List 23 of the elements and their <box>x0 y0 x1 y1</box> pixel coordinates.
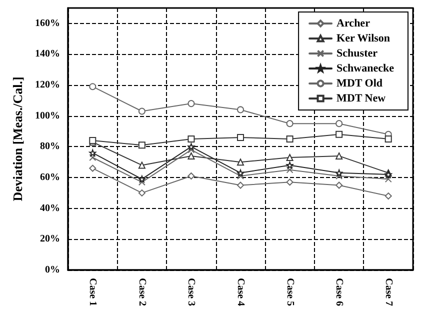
x-tick-label: Case 1 <box>87 278 98 306</box>
x-tick-label: Case 5 <box>284 278 296 306</box>
x-tick-label: Case 6 <box>334 278 345 306</box>
legend-label: Archer <box>336 18 370 30</box>
y-tick-label: 120% <box>35 80 60 91</box>
legend-label: MDT Old <box>336 78 383 90</box>
legend-label: Schwanecke <box>336 62 394 74</box>
y-axis-title: Deviation [Meas./Cal.] <box>10 76 25 202</box>
y-tick-label: 0% <box>45 264 60 276</box>
x-tick-label: Case 3 <box>186 278 197 306</box>
y-tick-label: 60% <box>40 172 60 184</box>
y-tick-label: 100% <box>35 110 60 122</box>
x-tick-label: Case 7 <box>382 278 394 306</box>
y-tick-label: 140% <box>35 48 60 60</box>
y-tick-label: 40% <box>40 202 60 214</box>
legend-label: Ker Wilson <box>336 32 390 44</box>
legend-label: MDT New <box>336 92 386 104</box>
y-tick-label: 160% <box>35 18 60 29</box>
legend-label: Schuster <box>336 48 378 60</box>
x-tick-label: Case 4 <box>235 278 246 306</box>
y-tick-label: 80% <box>40 141 60 152</box>
x-tick-label: Case 2 <box>136 278 148 306</box>
y-tick-label: 20% <box>40 234 60 245</box>
